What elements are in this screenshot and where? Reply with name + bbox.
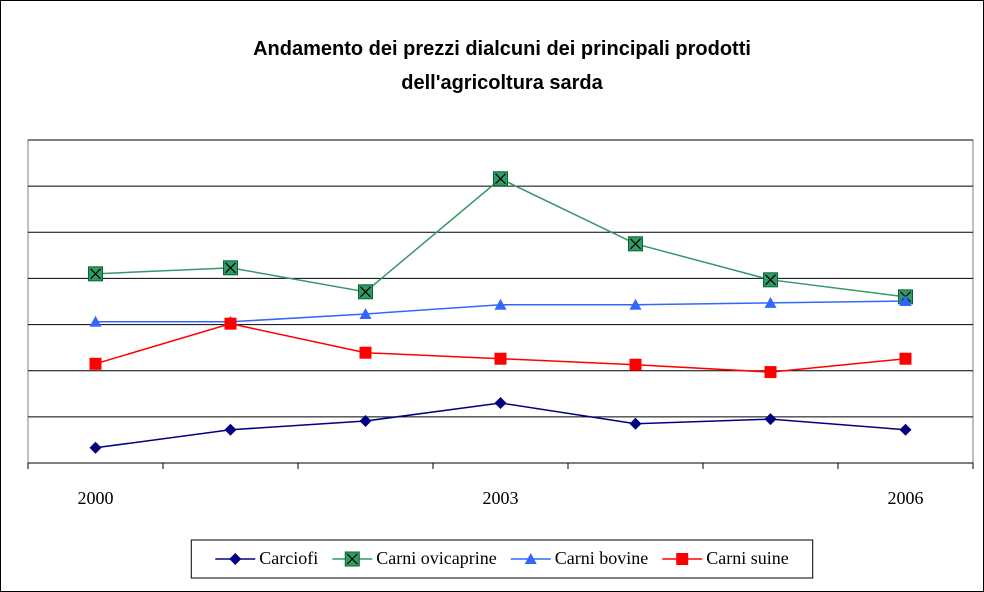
marker xyxy=(89,357,102,370)
legend-item: Carni suine xyxy=(662,548,789,568)
marker xyxy=(764,366,777,379)
chart-title: dell'agricoltura sarda xyxy=(401,72,603,94)
legend-label: Carciofi xyxy=(259,548,318,568)
marker xyxy=(764,413,777,426)
legend-box xyxy=(190,539,814,579)
x-tick-label: 2000 xyxy=(78,488,114,508)
marker xyxy=(359,415,372,428)
marker xyxy=(224,317,237,330)
marker-x xyxy=(360,286,371,298)
legend-item: Carni ovicaprine xyxy=(332,548,497,568)
marker xyxy=(359,307,372,319)
marker xyxy=(89,315,102,327)
legend-label: Carni suine xyxy=(706,548,789,568)
marker xyxy=(344,551,360,567)
marker xyxy=(224,423,237,436)
marker xyxy=(494,397,507,410)
legend: Carciofi Carni ovicaprine Carni bovine Carn… xyxy=(190,539,814,579)
marker-x xyxy=(90,268,101,280)
marker xyxy=(676,553,689,565)
legend-item: Carni bovine xyxy=(510,548,648,568)
legend-label: Carni bovine xyxy=(555,548,648,568)
marker-x xyxy=(225,262,236,274)
marker xyxy=(494,298,507,310)
marker-x xyxy=(630,238,641,250)
marker xyxy=(493,171,508,187)
marker xyxy=(628,236,643,252)
marker xyxy=(629,417,642,430)
marker xyxy=(88,266,103,282)
marker xyxy=(899,423,912,436)
marker xyxy=(899,352,912,365)
chart-title: Andamento dei prezzi dialcuni dei princi… xyxy=(253,38,751,60)
marker-x xyxy=(765,274,776,286)
marker xyxy=(524,553,537,564)
marker xyxy=(899,295,912,307)
marker xyxy=(494,352,507,365)
marker xyxy=(629,298,642,310)
marker xyxy=(89,441,102,454)
legend-item: Carciofi xyxy=(215,548,318,568)
marker-x xyxy=(346,553,358,565)
marker-x xyxy=(495,173,506,185)
marker xyxy=(629,358,642,371)
marker xyxy=(764,296,777,308)
marker xyxy=(229,553,242,565)
marker xyxy=(763,272,778,288)
marker xyxy=(359,346,372,359)
x-tick-label: 2006 xyxy=(888,488,924,508)
marker xyxy=(358,284,373,300)
x-tick-label: 2003 xyxy=(483,488,519,508)
marker xyxy=(223,260,238,276)
legend-label: Carni ovicaprine xyxy=(376,548,496,568)
